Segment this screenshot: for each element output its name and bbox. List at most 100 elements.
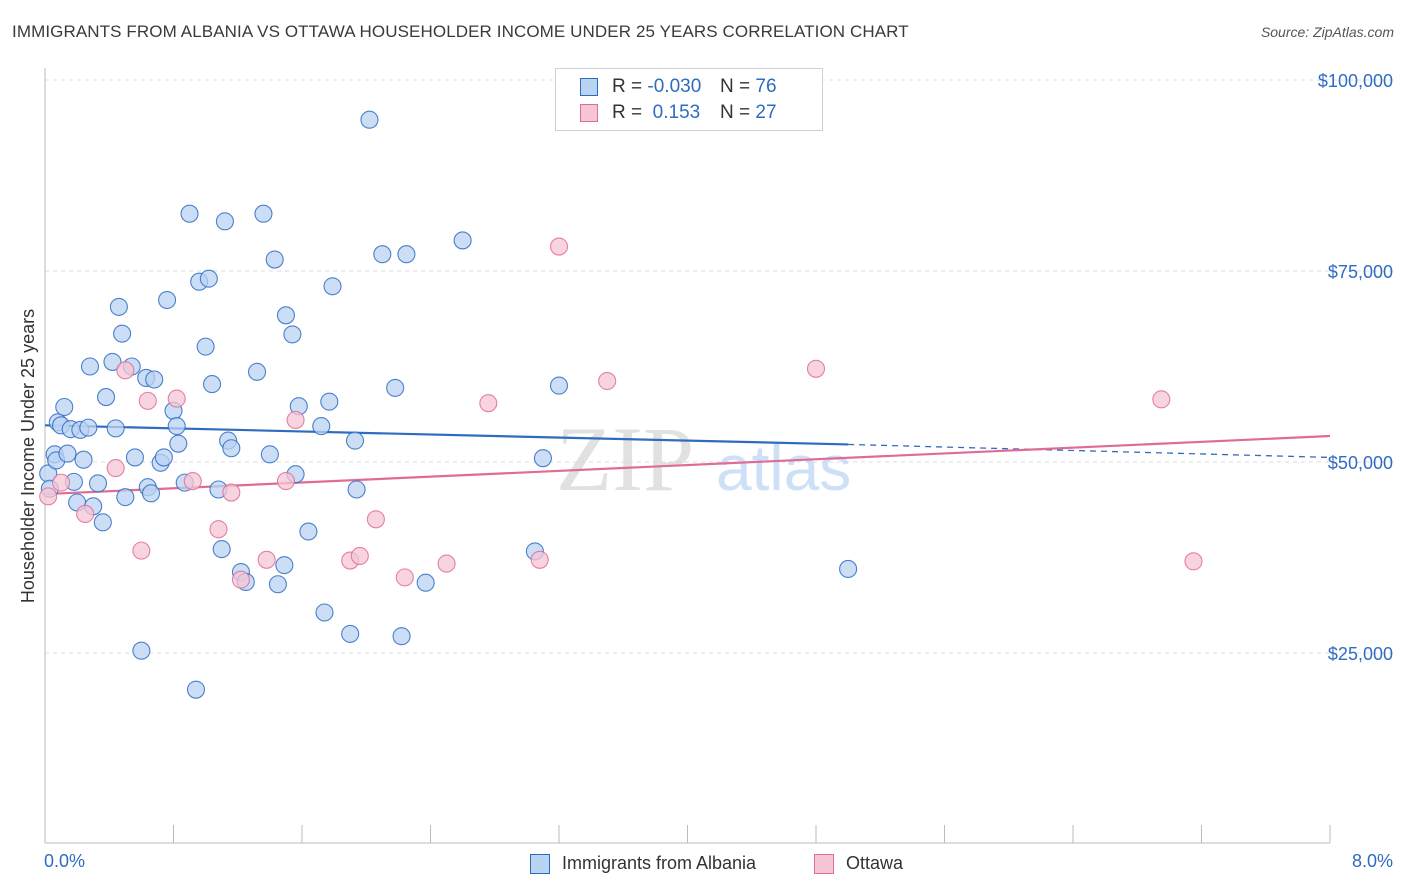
albania-point bbox=[74, 450, 93, 469]
albania-swatch bbox=[580, 78, 598, 96]
r-stat: R = -0.030 bbox=[612, 76, 702, 97]
chart-title: IMMIGRANTS FROM ALBANIA VS OTTAWA HOUSEH… bbox=[12, 22, 909, 41]
correlation-legend: R = -0.030 N = 76 R = 0.153 N = 27 bbox=[555, 68, 823, 131]
ottawa-point bbox=[1184, 552, 1203, 571]
r-stat: R = 0.153 bbox=[612, 102, 701, 123]
albania-point bbox=[93, 513, 112, 532]
albania-point bbox=[345, 431, 365, 450]
ottawa-point bbox=[116, 361, 135, 380]
albania-point bbox=[283, 325, 302, 344]
ottawa-point bbox=[138, 391, 157, 410]
legend-label-albania: Immigrants from Albania bbox=[562, 853, 757, 873]
albania-point bbox=[341, 624, 360, 643]
albania-point bbox=[88, 474, 108, 493]
albania-point bbox=[109, 297, 128, 316]
albania-point bbox=[268, 575, 287, 594]
ottawa-point bbox=[350, 546, 369, 566]
albania-point bbox=[199, 269, 218, 288]
albania-point bbox=[125, 448, 144, 467]
n-stat: N = 27 bbox=[720, 102, 777, 123]
albania-point bbox=[113, 324, 132, 343]
albania-point bbox=[323, 277, 342, 296]
y-tick-label: $75,000 bbox=[1328, 262, 1393, 282]
albania-point bbox=[265, 250, 284, 269]
albania-point bbox=[141, 484, 161, 503]
albania-point bbox=[55, 397, 74, 417]
albania-point bbox=[203, 375, 222, 394]
albania-point bbox=[360, 110, 379, 129]
ottawa-point bbox=[183, 472, 202, 491]
albania-point bbox=[106, 419, 125, 438]
albania-point bbox=[169, 434, 188, 453]
y-tick-label: $50,000 bbox=[1328, 453, 1393, 473]
y-tick-label: $100,000 bbox=[1318, 71, 1393, 91]
ottawa-point bbox=[106, 459, 125, 478]
ottawa-legend-swatch bbox=[814, 853, 834, 874]
ottawa-point bbox=[257, 550, 276, 569]
albania-point bbox=[312, 417, 331, 436]
ottawa-trend-line bbox=[44, 434, 1331, 496]
ottawa-point bbox=[76, 504, 95, 524]
albania-point bbox=[416, 573, 435, 592]
ottawa-point bbox=[598, 371, 617, 391]
ottawa-point bbox=[276, 472, 295, 491]
albania-point bbox=[103, 352, 122, 371]
legend-row-albania: R = -0.030 N = 76 bbox=[580, 75, 777, 99]
ottawa-point bbox=[395, 568, 414, 587]
x-min-label: 0.0% bbox=[44, 851, 86, 871]
albania-point bbox=[158, 290, 177, 310]
albania-point bbox=[215, 212, 234, 231]
albania-point bbox=[549, 376, 569, 395]
ottawa-point bbox=[286, 410, 305, 430]
series-legend: Immigrants from Albania Ottawa bbox=[0, 851, 1406, 879]
ottawa-point bbox=[806, 359, 826, 378]
albania-point bbox=[839, 559, 858, 579]
albania-point bbox=[58, 444, 77, 463]
x-max-label: 8.0% bbox=[1351, 851, 1393, 871]
ottawa-point bbox=[1152, 390, 1171, 409]
albania-point bbox=[132, 641, 151, 660]
albania-point bbox=[247, 362, 267, 381]
ottawa-point bbox=[132, 541, 151, 560]
albania-point bbox=[453, 231, 472, 250]
albania-legend-swatch bbox=[530, 853, 550, 874]
albania-point bbox=[180, 204, 199, 223]
albania-point bbox=[386, 378, 405, 397]
albania-point bbox=[373, 245, 392, 264]
albania-point bbox=[212, 540, 231, 559]
albania-trend-extension bbox=[848, 443, 1331, 459]
ottawa-point bbox=[366, 510, 385, 529]
albania-point bbox=[116, 488, 135, 507]
albania-point bbox=[260, 445, 279, 464]
y-tick-labels: $25,000 $50,000 $75,000 $100,000 bbox=[1318, 71, 1393, 664]
ottawa-point bbox=[530, 550, 549, 569]
albania-point bbox=[533, 449, 552, 468]
ottawa-point bbox=[549, 237, 569, 256]
albania-point bbox=[96, 388, 116, 407]
n-stat: N = 76 bbox=[720, 76, 777, 97]
ottawa-point bbox=[231, 570, 251, 589]
legend-label-ottawa: Ottawa bbox=[846, 853, 904, 873]
legend-item-albania[interactable]: Immigrants from Albania bbox=[530, 853, 756, 874]
ottawa-point bbox=[39, 487, 58, 506]
ottawa-point bbox=[209, 520, 228, 539]
ottawa-point bbox=[167, 389, 186, 408]
albania-point bbox=[145, 370, 164, 389]
albania-point bbox=[392, 627, 411, 646]
albania-point bbox=[275, 556, 294, 575]
albania-point bbox=[186, 680, 206, 699]
legend-item-ottawa[interactable]: Ottawa bbox=[814, 853, 903, 874]
source-label: Source: ZipAtlas.com bbox=[1260, 24, 1394, 40]
albania-point bbox=[397, 245, 416, 264]
ottawa-point bbox=[479, 394, 498, 413]
albania-point bbox=[167, 417, 186, 436]
y-axis-title: Householder Income Under 25 years bbox=[18, 309, 38, 603]
ottawa-swatch bbox=[580, 104, 598, 122]
albania-point bbox=[320, 392, 339, 411]
albania-point bbox=[347, 480, 366, 499]
albania-point bbox=[222, 439, 241, 458]
albania-point bbox=[315, 603, 334, 622]
ottawa-point bbox=[437, 554, 456, 573]
albania-point bbox=[79, 418, 98, 437]
